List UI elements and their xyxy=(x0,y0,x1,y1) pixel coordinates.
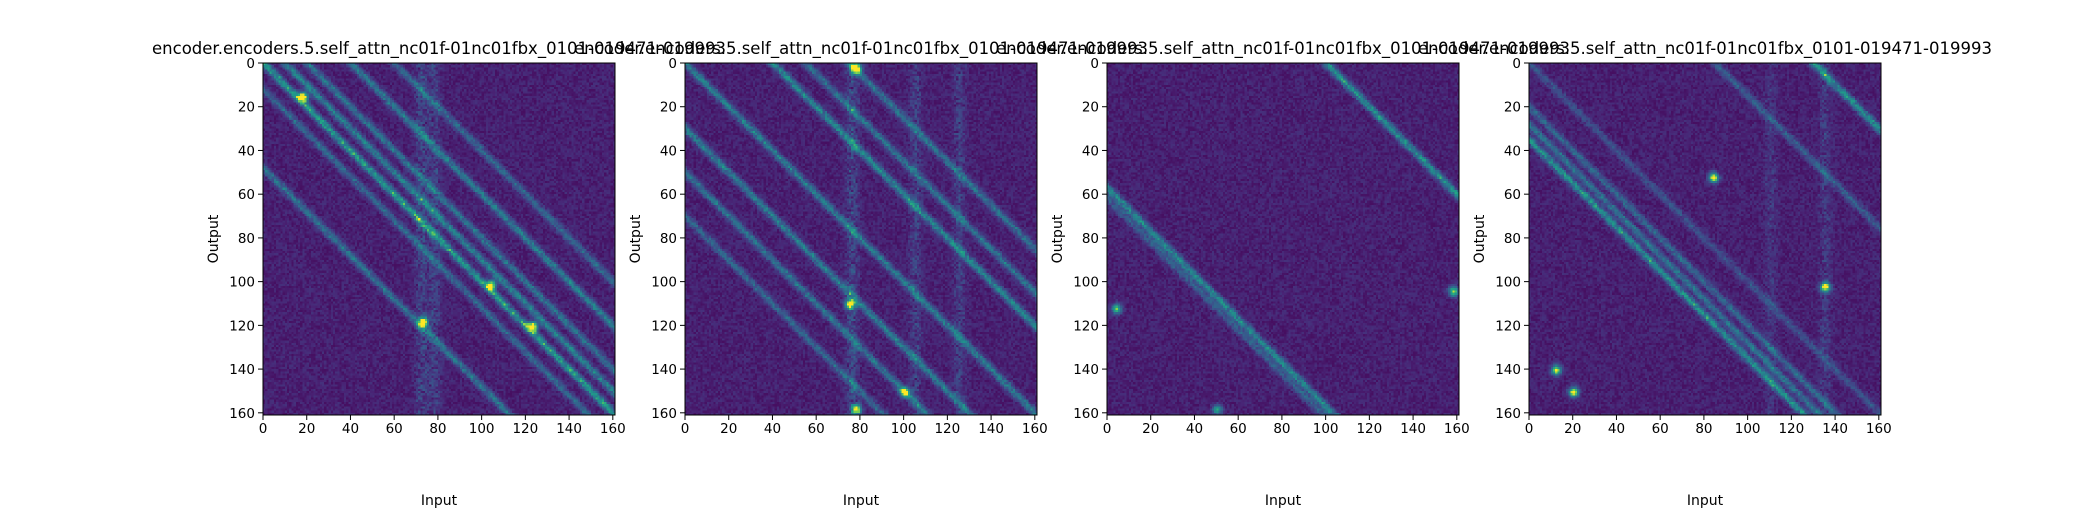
y-tick-label: 140 xyxy=(1495,362,1521,378)
y-tick-label: 100 xyxy=(651,275,677,291)
x-tick-label: 80 xyxy=(851,421,868,437)
x-tick-label: 40 xyxy=(1186,421,1203,437)
y-tick-label: 40 xyxy=(1082,143,1099,159)
x-tick-label: 80 xyxy=(429,421,446,437)
chart-title: encoder.encoders.5.self_attn_nc01f-01nc0… xyxy=(574,39,1148,59)
y-tick-label: 100 xyxy=(1073,275,1099,291)
y-tick-label: 80 xyxy=(660,231,677,247)
y-tick-label: 20 xyxy=(238,100,255,116)
heatmap-panel-1: 0 20 40 60 80 100 120 140 1600204060801001201401… xyxy=(152,39,726,509)
x-tick-label: 80 xyxy=(1273,421,1290,437)
x-tick-label: 60 xyxy=(1230,421,1247,437)
x-tick-label: 20 xyxy=(720,421,737,437)
y-axis-label: Output xyxy=(1050,214,1066,263)
x-tick-label: 100 xyxy=(1313,421,1339,437)
y-axis-label: Output xyxy=(628,214,644,263)
y-tick-label: 140 xyxy=(1073,362,1099,378)
heatmap-cells xyxy=(685,63,1037,415)
heatmap-panel-4: 0 20 40 60 80 100 120 140 1600204060801001201401… xyxy=(1418,39,1992,509)
x-tick-label: 0 xyxy=(1103,421,1112,437)
x-tick-label: 20 xyxy=(298,421,315,437)
y-tick-label: 40 xyxy=(1504,143,1521,159)
y-tick-label: 20 xyxy=(660,100,677,116)
y-tick-label: 40 xyxy=(238,143,255,159)
heatmap-panels: 0 20 40 60 80 100 120 140 1600204060801001201401… xyxy=(152,39,1992,509)
x-tick-label: 60 xyxy=(386,421,403,437)
y-tick-label: 120 xyxy=(1073,318,1099,334)
x-tick-label: 60 xyxy=(808,421,825,437)
x-tick-label: 160 xyxy=(600,421,626,437)
y-tick-label: 0 xyxy=(1512,56,1521,72)
x-axis-label: Input xyxy=(1687,493,1724,509)
y-tick-label: 80 xyxy=(1082,231,1099,247)
y-tick-label: 80 xyxy=(1504,231,1521,247)
y-tick-label: 100 xyxy=(229,275,255,291)
y-tick-label: 120 xyxy=(1495,318,1521,334)
x-tick-label: 140 xyxy=(556,421,582,437)
x-tick-label: 20 xyxy=(1564,421,1581,437)
y-tick-label: 20 xyxy=(1082,100,1099,116)
plot-frame xyxy=(684,62,1038,416)
x-tick-label: 140 xyxy=(978,421,1004,437)
y-tick-label: 80 xyxy=(238,231,255,247)
heatmap-cells xyxy=(263,63,615,415)
y-tick-label: 0 xyxy=(668,56,677,72)
y-tick-label: 100 xyxy=(1495,275,1521,291)
plot-frame xyxy=(1106,62,1460,416)
y-tick-label: 120 xyxy=(229,318,255,334)
x-tick-label: 160 xyxy=(1022,421,1048,437)
chart-title: encoder.encoders.5.self_attn_nc01f-01nc0… xyxy=(1418,39,1992,59)
y-tick-label: 0 xyxy=(246,56,255,72)
x-tick-label: 40 xyxy=(1608,421,1625,437)
y-tick-label: 0 xyxy=(1090,56,1099,72)
x-tick-label: 100 xyxy=(891,421,917,437)
y-tick-label: 160 xyxy=(651,406,677,422)
y-axis-label: Output xyxy=(1472,214,1488,263)
x-tick-label: 60 xyxy=(1652,421,1669,437)
y-axis-label: Output xyxy=(206,214,222,263)
heatmap-panel-3: 0 20 40 60 80 100 120 140 1600204060801001201401… xyxy=(996,39,1570,509)
y-tick-label: 60 xyxy=(660,187,677,203)
y-tick-label: 160 xyxy=(1073,406,1099,422)
x-tick-label: 0 xyxy=(1525,421,1534,437)
x-axis-label: Input xyxy=(1265,493,1302,509)
x-axis-label: Input xyxy=(843,493,880,509)
heatmap-cells xyxy=(1529,63,1881,415)
y-tick-label: 40 xyxy=(660,143,677,159)
y-tick-label: 60 xyxy=(1504,187,1521,203)
x-tick-label: 160 xyxy=(1444,421,1470,437)
x-tick-label: 120 xyxy=(934,421,960,437)
plot-frame xyxy=(1528,62,1882,416)
x-tick-label: 140 xyxy=(1400,421,1426,437)
x-axis-label: Input xyxy=(421,493,458,509)
y-tick-label: 20 xyxy=(1504,100,1521,116)
x-tick-label: 20 xyxy=(1142,421,1159,437)
y-tick-label: 140 xyxy=(651,362,677,378)
y-tick-label: 160 xyxy=(229,406,255,422)
x-tick-label: 80 xyxy=(1695,421,1712,437)
chart-title: encoder.encoders.5.self_attn_nc01f-01nc0… xyxy=(152,39,726,59)
x-tick-label: 40 xyxy=(764,421,781,437)
x-tick-label: 140 xyxy=(1822,421,1848,437)
heatmap-panel-2: 0 20 40 60 80 100 120 140 1600204060801001201401… xyxy=(574,39,1148,509)
y-tick-label: 160 xyxy=(1495,406,1521,422)
x-tick-label: 0 xyxy=(681,421,690,437)
y-tick-label: 60 xyxy=(1082,187,1099,203)
chart-title: encoder.encoders.5.self_attn_nc01f-01nc0… xyxy=(996,39,1570,59)
x-tick-label: 160 xyxy=(1866,421,1892,437)
y-tick-label: 60 xyxy=(238,187,255,203)
x-tick-label: 100 xyxy=(1735,421,1761,437)
plot-frame xyxy=(262,62,616,416)
y-tick-label: 140 xyxy=(229,362,255,378)
x-tick-label: 40 xyxy=(342,421,359,437)
y-tick-label: 120 xyxy=(651,318,677,334)
heatmap-cells xyxy=(1107,63,1459,415)
x-tick-label: 120 xyxy=(1356,421,1382,437)
x-tick-label: 120 xyxy=(512,421,538,437)
x-tick-label: 0 xyxy=(259,421,268,437)
x-tick-label: 100 xyxy=(469,421,495,437)
x-tick-label: 120 xyxy=(1778,421,1804,437)
